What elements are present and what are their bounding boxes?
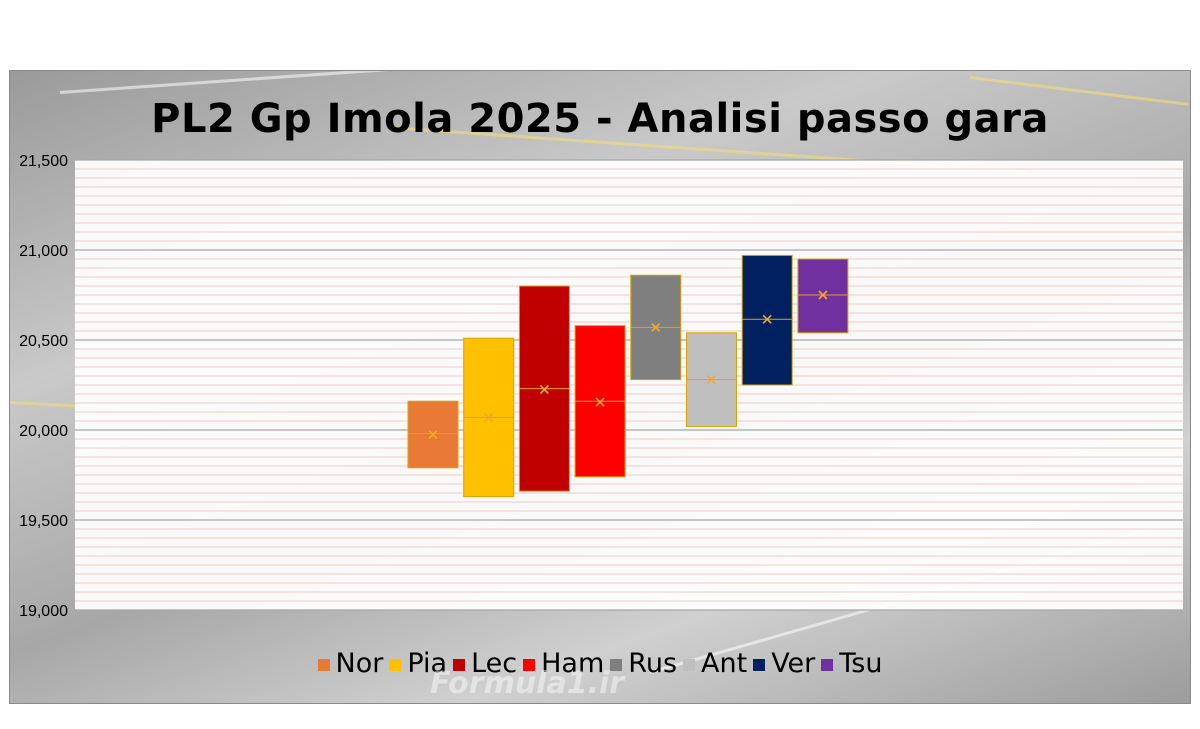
y-tick-label: 21,000	[19, 243, 68, 260]
legend-item-lec: Lec	[453, 648, 517, 679]
legend: Nor Pia Lec Ham Rus Ant Ver Tsu	[0, 648, 1200, 679]
legend-label: Nor	[335, 648, 384, 679]
legend-label: Pia	[407, 648, 448, 679]
y-tick-label: 20,500	[19, 333, 68, 350]
mean-marker-ham	[595, 397, 605, 407]
legend-item-nor: Nor	[317, 648, 384, 679]
y-tick-label: 19,500	[19, 513, 68, 530]
legend-item-ham: Ham	[523, 648, 604, 679]
legend-item-ant: Ant	[683, 648, 747, 679]
legend-label: Ver	[771, 648, 816, 679]
legend-label: Ham	[541, 648, 605, 679]
mean-marker-ant	[706, 375, 717, 385]
mean-marker-tsu	[818, 290, 828, 300]
legend-swatch	[610, 658, 623, 671]
legend-swatch	[453, 658, 466, 671]
legend-swatch	[753, 658, 766, 671]
y-tick-label: 19,000	[19, 603, 68, 620]
legend-label: Lec	[471, 648, 518, 679]
mean-marker-rus	[651, 322, 661, 332]
mean-marker-nor	[428, 429, 438, 440]
legend-label: Ant	[701, 648, 748, 679]
watermark: Formula1.ir	[430, 666, 625, 701]
chart-title: PL2 Gp Imola 2025 - Analisi passo gara	[151, 96, 1049, 142]
mean-marker-pia	[484, 412, 494, 422]
legend-label: Tsu	[839, 648, 883, 679]
legend-swatch	[317, 658, 330, 671]
mean-marker-lec	[539, 384, 549, 395]
legend-item-tsu: Tsu	[821, 648, 882, 679]
legend-item-pia: Pia	[389, 648, 447, 679]
legend-swatch	[821, 658, 834, 671]
mean-marker-ver	[762, 314, 772, 324]
y-tick-label: 20,000	[19, 423, 68, 440]
y-tick-label: 21,500	[19, 153, 68, 170]
legend-swatch	[389, 658, 402, 671]
legend-item-ver: Ver	[753, 648, 815, 679]
legend-item-rus: Rus	[610, 648, 677, 679]
legend-swatch	[683, 658, 696, 671]
legend-swatch	[523, 658, 536, 671]
legend-label: Rus	[628, 648, 678, 679]
